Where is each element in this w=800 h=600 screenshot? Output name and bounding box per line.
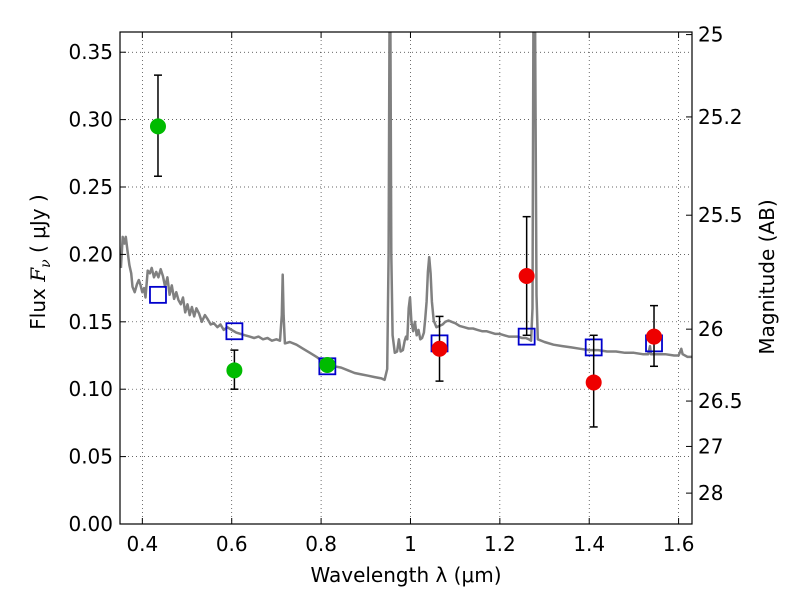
observed-flux-point xyxy=(518,267,535,284)
x-tick-label: 1.2 xyxy=(484,532,516,556)
y-tick-label: 0.00 xyxy=(68,512,113,536)
grid xyxy=(120,32,692,524)
observed-flux-point xyxy=(431,340,448,357)
x-tick-label: 0.4 xyxy=(126,532,158,556)
axis-ticks: 0.4 0.6 0.8 1 1.2 1.4 1.6 0.00 0.05 0.10 0.15 0.20 0… xyxy=(68,23,742,556)
observed-flux-point xyxy=(585,374,602,391)
observed-flux-point xyxy=(226,362,243,379)
x-tick-label: 1 xyxy=(404,532,417,556)
y2-tick-label: 25.5 xyxy=(698,203,743,227)
y2-tick-label: 26 xyxy=(698,317,723,341)
x-tick-label: 1.4 xyxy=(573,532,605,556)
observed-flux-point xyxy=(646,328,663,345)
model-flux-square xyxy=(149,285,167,304)
x-tick-label: 0.6 xyxy=(216,532,248,556)
x-tick-label: 1.6 xyxy=(663,532,695,556)
y-axis-label: Flux Fν ( μJy ) xyxy=(26,194,54,329)
plot-area xyxy=(120,32,692,428)
y-tick-label: 0.05 xyxy=(68,445,113,469)
plot-frame xyxy=(119,31,693,525)
y-tick-label: 0.10 xyxy=(68,377,113,401)
y2-axis-label: Magnitude (AB) xyxy=(755,199,779,354)
y2-tick-label: 26.5 xyxy=(698,389,743,413)
observed-flux-point xyxy=(149,118,166,135)
y2-tick-label: 28 xyxy=(698,481,723,505)
observed-flux-point xyxy=(319,356,336,373)
y2-tick-label: 25 xyxy=(698,23,723,47)
x-tick-label: 0.8 xyxy=(305,532,337,556)
x-axis-label: Wavelength λ (μm) xyxy=(310,563,501,587)
y-tick-label: 0.25 xyxy=(68,175,113,199)
y-tick-label: 0.35 xyxy=(68,40,113,64)
y-tick-label: 0.15 xyxy=(68,310,113,334)
y2-tick-label: 25.2 xyxy=(698,105,743,129)
y-tick-label: 0.30 xyxy=(68,108,113,132)
model-spectrum-line xyxy=(120,32,692,382)
y2-tick-label: 27 xyxy=(698,434,723,458)
model-flux-square xyxy=(225,322,244,341)
y-tick-label: 0.20 xyxy=(68,242,113,266)
